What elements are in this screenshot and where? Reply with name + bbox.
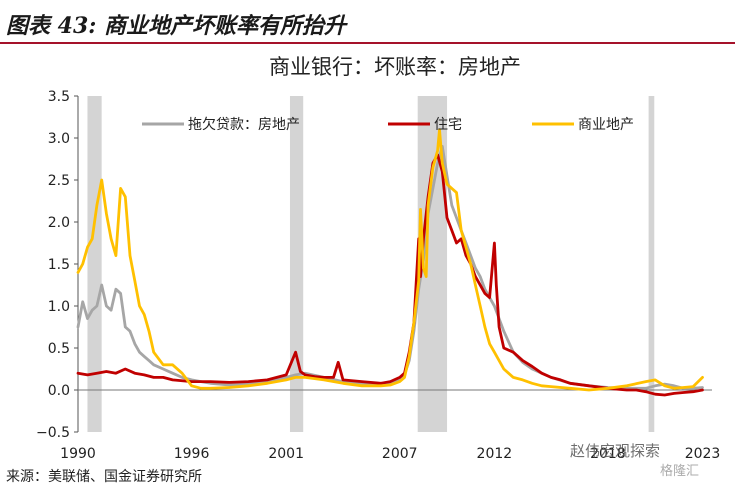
series-line-0 [76, 145, 704, 390]
series-line-1 [76, 153, 704, 397]
series-line-2 [76, 128, 704, 392]
header-rule [0, 42, 735, 44]
source-note: 来源：美联储、国金证券研究所 [6, 469, 202, 485]
watermark: 赵伟宏观探索 [570, 442, 661, 460]
figure-label: 图表 43: 商业地产坏账率有所抬升 [6, 13, 347, 39]
y-tick-label: 2.0 [48, 215, 70, 231]
y-tick-label: 3.5 [48, 89, 70, 105]
y-tick-label: 0.0 [48, 383, 70, 399]
legend-item-1: 住宅 [388, 117, 462, 133]
legend-label: 拖欠贷款：房地产 [188, 117, 300, 133]
y-tick-label: 1.5 [48, 257, 70, 273]
y-tick-label: −0.5 [36, 425, 70, 441]
y-tick-label: 2.5 [48, 173, 70, 189]
figure-header: 图表 43: 商业地产坏账率有所抬升 [0, 0, 735, 44]
x-tick-label: 2023 [685, 446, 721, 462]
recession-band-0 [87, 96, 102, 432]
legend-item-2: 商业地产 [532, 117, 634, 133]
legend-label: 住宅 [434, 117, 462, 133]
legend-label: 商业地产 [578, 117, 634, 133]
x-tick-label: 1996 [174, 446, 210, 462]
legend-item-0: 拖欠贷款：房地产 [142, 117, 300, 133]
x-tick-label: 2001 [268, 446, 304, 462]
x-tick-label: 1990 [60, 446, 96, 462]
watermark-sub: 格隆汇 [660, 464, 700, 479]
chart-title: 商业银行：坏账率：房地产 [269, 55, 521, 79]
y-tick-label: 0.5 [48, 341, 70, 357]
x-tick-label: 2007 [382, 446, 418, 462]
x-tick-label: 2012 [477, 446, 513, 462]
line-chart: 商业银行：坏账率：房地产 −0.5 0.0 0.5 1.0 1.5 2.0 2.5 3.0 3.5… [36, 55, 721, 462]
y-tick-label: 3.0 [48, 131, 70, 147]
recession-band-1 [289, 96, 304, 432]
recession-band-3 [648, 96, 655, 432]
y-tick-label: 1.0 [48, 299, 70, 315]
x-tick-label: 2018 [590, 446, 626, 462]
